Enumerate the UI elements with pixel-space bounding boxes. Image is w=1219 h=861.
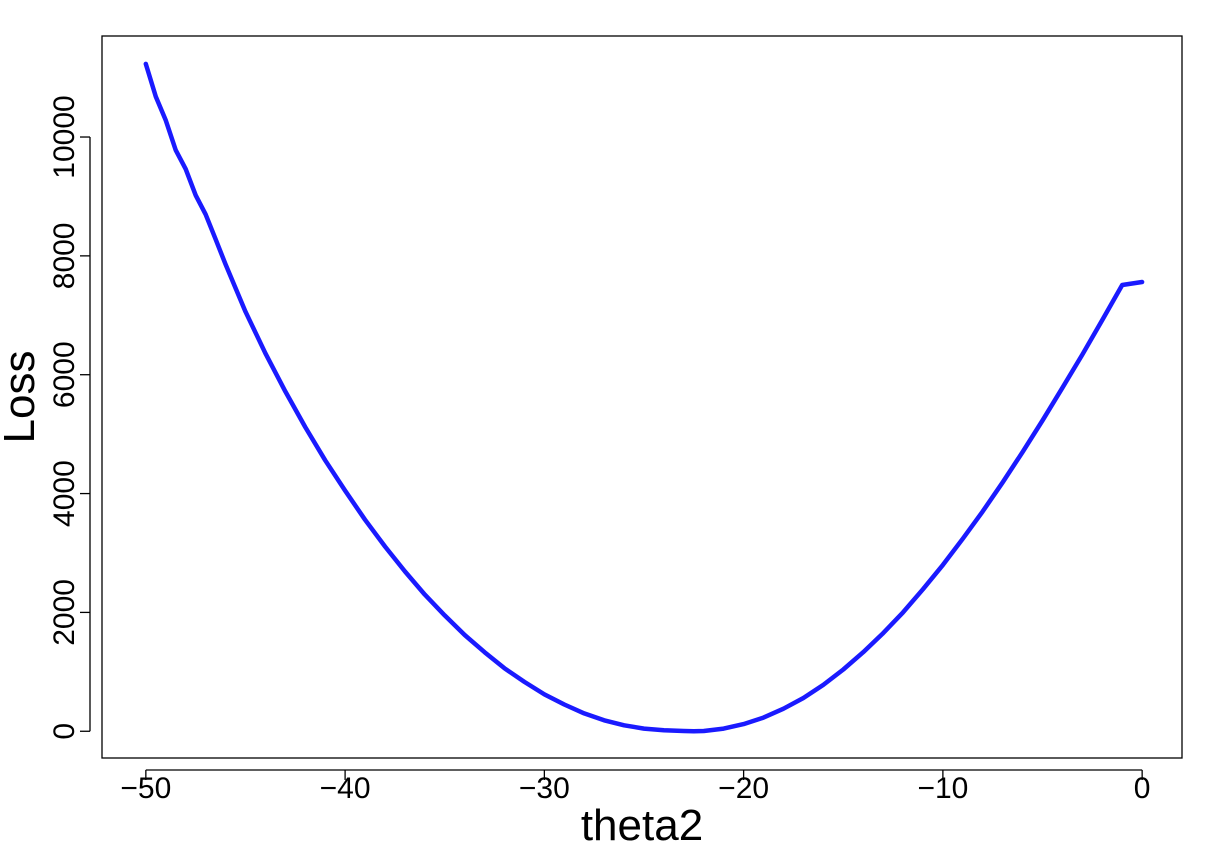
y-tick-label: 2000 — [48, 579, 81, 646]
x-tick-label: −10 — [917, 772, 968, 805]
y-tick-label: 6000 — [48, 341, 81, 408]
x-tick-label: −40 — [320, 772, 371, 805]
x-axis-title: theta2 — [581, 801, 703, 850]
x-tick-label: −50 — [120, 772, 171, 805]
y-tick-label: 0 — [48, 723, 81, 740]
y-axis: 0 2000 4000 6000 8000 10000 — [48, 95, 91, 740]
y-tick-label: 4000 — [48, 460, 81, 527]
x-tick-label: −30 — [519, 772, 570, 805]
y-tick-label: 10000 — [48, 95, 81, 178]
x-tick-label: 0 — [1134, 772, 1151, 805]
x-axis: −50 −40 −30 −20 −10 0 — [120, 769, 1151, 805]
plot-frame — [101, 35, 1183, 759]
loss-curve-line — [143, 61, 1145, 734]
y-tick-label: 8000 — [48, 222, 81, 289]
x-tick-label: −20 — [718, 772, 769, 805]
y-axis-title: Loss — [0, 351, 44, 444]
series-layer — [143, 61, 1145, 734]
